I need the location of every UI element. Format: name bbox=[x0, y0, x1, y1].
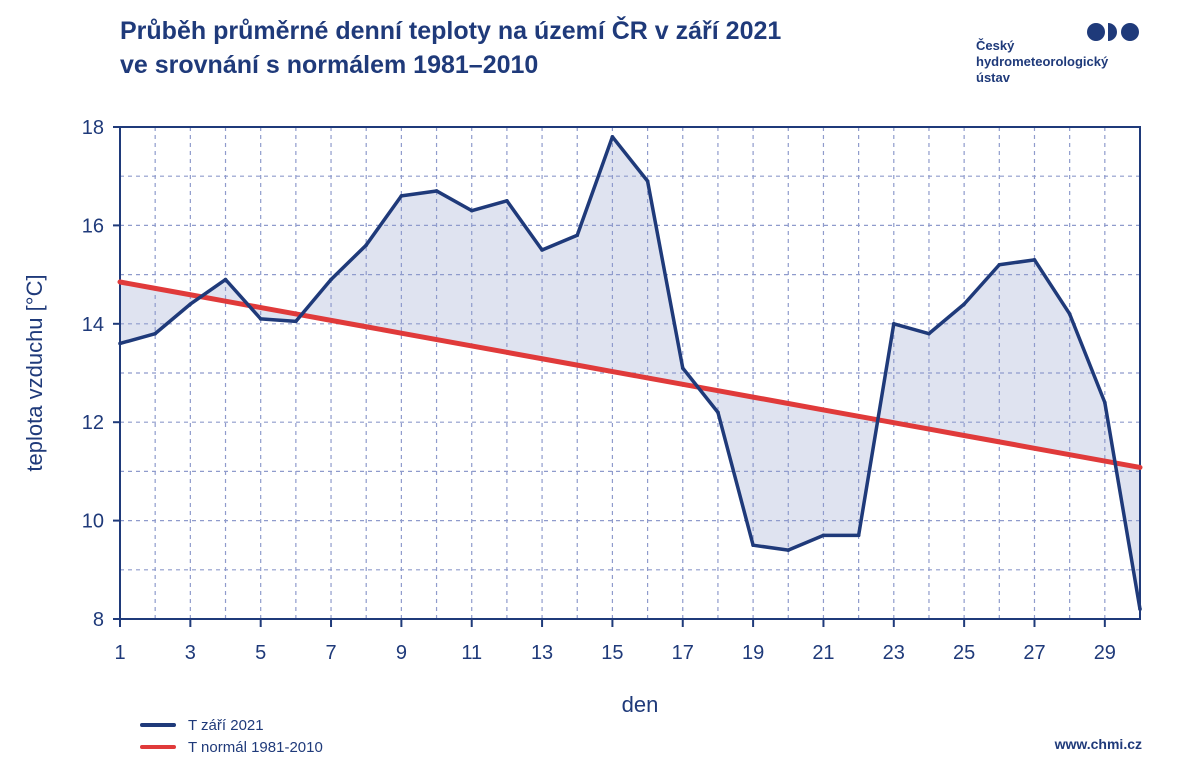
legend-item-actual: T září 2021 bbox=[140, 714, 323, 736]
data-point-actual bbox=[399, 194, 404, 198]
data-point-actual bbox=[540, 248, 544, 252]
x-tick-label: 17 bbox=[672, 642, 694, 664]
plot-frame bbox=[119, 126, 1141, 620]
legend-swatch-normal bbox=[140, 745, 176, 749]
data-point-actual bbox=[716, 410, 720, 415]
data-point-actual bbox=[294, 319, 298, 324]
data-point-actual bbox=[364, 243, 369, 247]
title-line-2: ve srovnání s normálem 1981–2010 bbox=[120, 51, 539, 79]
data-point-actual bbox=[118, 341, 122, 346]
y-tick-label: 10 bbox=[82, 511, 104, 533]
x-tick-label: 7 bbox=[325, 642, 336, 664]
data-point-actual bbox=[1067, 312, 1072, 316]
data-point-actual bbox=[645, 179, 650, 183]
x-tick-label: 3 bbox=[185, 642, 196, 664]
logo-line-1: Český bbox=[976, 38, 1015, 53]
data-point-actual bbox=[680, 366, 685, 370]
logo-text: Český hydrometeorologický ústav bbox=[976, 38, 1108, 86]
data-point-actual bbox=[891, 322, 896, 326]
logo-line-3: ústav bbox=[976, 70, 1010, 85]
title-line-1: Průběh průměrné denní teploty na území Č… bbox=[120, 17, 782, 45]
data-point-actual bbox=[962, 302, 966, 306]
series-line-actual bbox=[119, 135, 1142, 610]
y-tick-label: 14 bbox=[82, 314, 104, 336]
x-tick-label: 15 bbox=[601, 642, 623, 664]
x-tick-label: 27 bbox=[1023, 642, 1045, 664]
legend-label-normal: T normál 1981-2010 bbox=[188, 738, 323, 756]
data-point-actual bbox=[1103, 400, 1107, 405]
x-tick-label: 9 bbox=[396, 642, 407, 664]
data-point-actual bbox=[821, 533, 826, 538]
x-tick-label: 13 bbox=[531, 642, 553, 664]
legend-item-normal: T normál 1981-2010 bbox=[140, 736, 323, 758]
x-tick-label: 29 bbox=[1094, 642, 1116, 664]
data-point-actual bbox=[997, 262, 1002, 267]
chart-title: Průběh průměrné denní teploty na území Č… bbox=[120, 14, 781, 82]
legend: T září 2021 T normál 1981-2010 bbox=[140, 714, 323, 758]
y-axis-title: teplota vzduchu [°C] bbox=[22, 274, 47, 471]
data-point-actual bbox=[1138, 607, 1142, 611]
data-point-actual bbox=[153, 331, 157, 336]
data-point-actual bbox=[1032, 258, 1037, 262]
data-point-actual bbox=[434, 189, 439, 193]
chmi-logo-icon bbox=[1087, 23, 1139, 41]
x-axis-title: den bbox=[622, 692, 659, 717]
y-tick-label: 8 bbox=[93, 609, 104, 631]
series-line-normal bbox=[117, 279, 1143, 470]
x-tick-label: 19 bbox=[742, 642, 764, 664]
legend-swatch-actual bbox=[140, 723, 176, 727]
y-tick-label: 16 bbox=[82, 215, 104, 237]
legend-label-actual: T září 2021 bbox=[188, 716, 264, 734]
x-tick-label: 11 bbox=[461, 642, 482, 664]
data-point-actual bbox=[751, 543, 755, 547]
y-tick-label: 12 bbox=[82, 412, 104, 434]
data-point-actual bbox=[258, 317, 263, 321]
data-point-actual bbox=[505, 199, 509, 203]
x-tick-label: 5 bbox=[255, 642, 266, 664]
data-point-actual bbox=[223, 277, 228, 282]
x-tick-label: 1 bbox=[114, 642, 125, 664]
data-point-actual bbox=[575, 233, 580, 238]
x-tick-label: 25 bbox=[953, 642, 975, 664]
x-tick-label: 21 bbox=[812, 642, 834, 664]
logo-line-2: hydrometeorologický bbox=[976, 54, 1109, 69]
data-point-actual bbox=[188, 302, 193, 306]
data-point-actual bbox=[329, 277, 333, 282]
x-tick-label: 23 bbox=[883, 642, 905, 664]
data-point-actual bbox=[469, 208, 474, 213]
data-point-actual bbox=[610, 135, 615, 139]
data-point-actual bbox=[786, 548, 791, 552]
data-point-actual bbox=[856, 533, 861, 538]
data-point-actual bbox=[927, 331, 931, 336]
y-tick-label: 18 bbox=[82, 117, 104, 139]
footer-url[interactable]: www.chmi.cz bbox=[1054, 736, 1142, 752]
